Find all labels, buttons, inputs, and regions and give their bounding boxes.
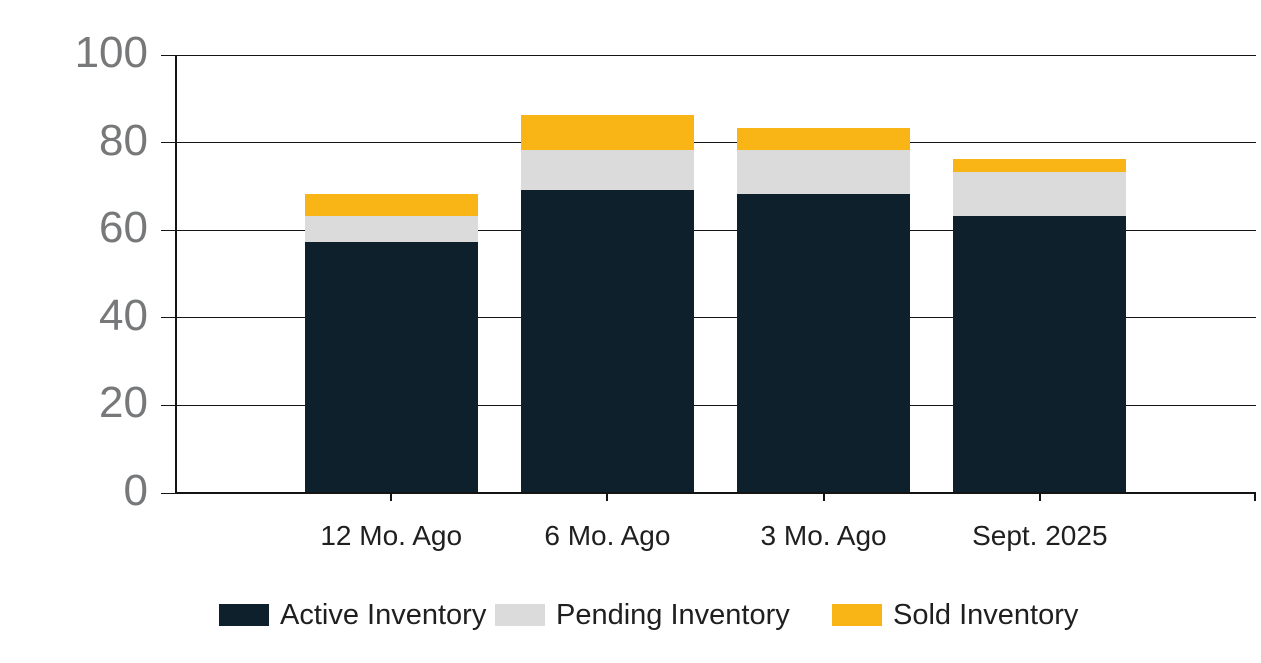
- legend-item-active-inventory: Active Inventory: [219, 599, 487, 631]
- y-tick-80: [161, 142, 175, 144]
- bar-segment-active-inventory-6-mo-ago: [520, 189, 694, 492]
- legend-swatch-active-inventory: [219, 604, 269, 626]
- bar-segment-active-inventory-3-mo-ago: [737, 194, 911, 492]
- bar-12-mo-ago: [304, 194, 478, 492]
- x-axis-label-3-mo-ago: 3 Mo. Ago: [760, 520, 887, 551]
- plot-area: [161, 54, 1256, 501]
- x-tick-12-mo-ago: [390, 492, 393, 501]
- x-tick-sept-2025: [1038, 492, 1041, 501]
- x-axis-label-12-mo-ago: 12 Mo. Ago: [320, 520, 463, 551]
- y-axis-label-0: 0: [123, 466, 148, 516]
- gridline-80: [175, 142, 1256, 144]
- legend-item-sold-inventory: Sold Inventory: [832, 599, 1079, 631]
- bar-segment-sold-inventory-3-mo-ago: [737, 128, 911, 151]
- legend-item-pending-inventory: Pending Inventory: [495, 599, 790, 631]
- y-tick-0: [161, 492, 175, 494]
- bar-6-mo-ago: [520, 115, 694, 492]
- bar-segment-pending-inventory-6-mo-ago: [520, 150, 694, 190]
- legend-label-pending-inventory: Pending Inventory: [556, 599, 790, 631]
- bar-sept-2025: [953, 159, 1127, 492]
- y-tick-20: [161, 404, 175, 406]
- bar-segment-active-inventory-12-mo-ago: [304, 242, 478, 492]
- y-axis-label-80: 80: [99, 115, 148, 165]
- y-tick-60: [161, 229, 175, 231]
- gridline-60: [175, 229, 1256, 231]
- y-axis-line: [175, 55, 177, 494]
- legend-label-active-inventory: Active Inventory: [280, 599, 487, 631]
- y-axis-label-20: 20: [99, 378, 148, 428]
- legend-swatch-pending-inventory: [495, 604, 545, 626]
- x-axis-end-tick: [1254, 492, 1256, 501]
- x-tick-6-mo-ago: [606, 492, 609, 501]
- gridline-20: [175, 404, 1256, 406]
- bar-segment-sold-inventory-12-mo-ago: [304, 194, 478, 217]
- bar-segment-sold-inventory-6-mo-ago: [520, 115, 694, 151]
- legend-swatch-sold-inventory: [832, 604, 882, 626]
- y-axis-label-100: 100: [74, 28, 148, 78]
- gridline-0: [175, 492, 1256, 494]
- y-tick-40: [161, 317, 175, 319]
- y-tick-100: [161, 54, 175, 56]
- gridline-100: [175, 54, 1256, 56]
- y-axis-label-60: 60: [99, 203, 148, 253]
- x-tick-3-mo-ago: [822, 492, 825, 501]
- x-axis-label-sept-2025: Sept. 2025: [972, 520, 1108, 551]
- bar-segment-sold-inventory-sept-2025: [953, 159, 1127, 173]
- y-axis-label-40: 40: [99, 291, 148, 341]
- gridline-40: [175, 317, 1256, 319]
- bar-segment-pending-inventory-sept-2025: [953, 172, 1127, 217]
- bar-3-mo-ago: [737, 128, 911, 492]
- chart-legend: Active Inventory Pending Inventory Sold In…: [0, 599, 1261, 631]
- bar-segment-pending-inventory-3-mo-ago: [737, 150, 911, 195]
- bar-segment-active-inventory-sept-2025: [953, 216, 1127, 492]
- legend-label-sold-inventory: Sold Inventory: [893, 599, 1079, 631]
- bar-segment-pending-inventory-12-mo-ago: [304, 216, 478, 243]
- x-axis-label-6-mo-ago: 6 Mo. Ago: [544, 520, 671, 551]
